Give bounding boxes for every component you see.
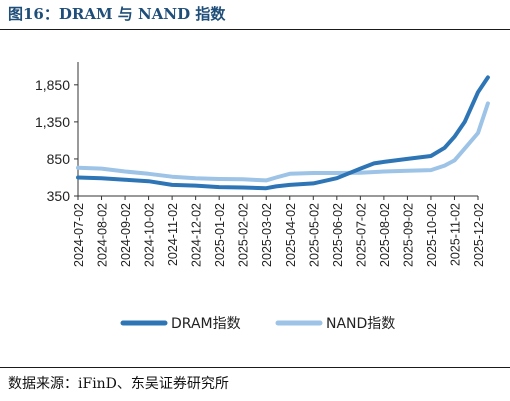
series-line-nand [76, 101, 490, 183]
x-tick-label: 2025-02-02 [237, 203, 251, 267]
x-tick-label: 2025-08-02 [378, 203, 392, 267]
y-axis: 350 850 1,350 1,850 [35, 62, 79, 204]
series-line-dram [76, 75, 490, 191]
x-tick-label: 2024-09-02 [119, 203, 133, 267]
x-tick-label: 2024-07-02 [72, 203, 86, 267]
series-layer [76, 75, 490, 191]
x-tick-label: 2025-05-02 [307, 203, 321, 267]
title-underline [0, 29, 510, 30]
y-tick-label: 1,850 [35, 77, 70, 93]
legend: DRAM指数 NAND指数 [120, 316, 395, 332]
x-tick-label: 2025-09-02 [401, 203, 415, 267]
y-tick-label: 1,350 [35, 114, 70, 130]
x-tick-label: 2025-11-02 [448, 203, 462, 266]
x-tick-label: 2024-12-02 [190, 203, 204, 267]
x-tick-label: 2024-08-02 [96, 203, 110, 267]
x-tick-label: 2025-04-02 [284, 203, 298, 267]
x-tick-label: 2025-12-02 [472, 203, 486, 267]
legend-label-dram: DRAM指数 [171, 316, 241, 332]
x-tick-label: 2025-06-02 [331, 203, 345, 267]
x-tick-label: 2024-11-02 [166, 203, 180, 266]
legend-label-nand: NAND指数 [326, 316, 395, 332]
y-tick-label: 350 [47, 188, 71, 204]
source-note: 数据来源：iFinD、东吴证券研究所 [8, 376, 229, 392]
x-tick-label: 2025-01-02 [213, 203, 227, 267]
x-tick-label: 2024-10-02 [143, 203, 157, 267]
figure-title: 图16：DRAM 与 NAND 指数 [8, 5, 226, 23]
y-tick-label: 850 [47, 151, 71, 167]
x-tick-label: 2025-07-02 [354, 203, 368, 267]
source-divider [0, 367, 510, 368]
x-axis: 2024-07-02 2024-08-02 2024-09-02 2024-10-02… [72, 195, 486, 267]
x-tick-label: 2025-10-02 [425, 203, 439, 267]
x-tick-label: 2025-03-02 [260, 203, 274, 267]
